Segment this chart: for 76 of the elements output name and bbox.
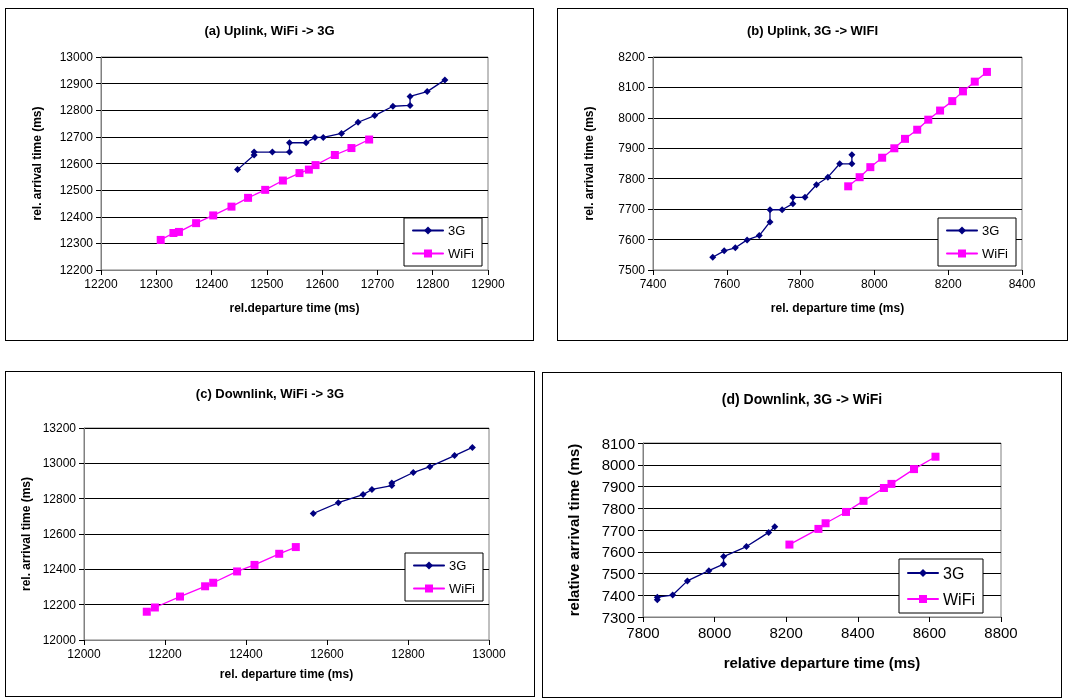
y-tick-label: 8100 — [618, 80, 646, 95]
legend-label: WiFi — [448, 246, 475, 261]
y-tick-label: 7800 — [618, 171, 646, 186]
y-tick-label: 7800 — [601, 499, 635, 517]
x-tick-label: 12300 — [139, 277, 174, 291]
x-tick-label: 8800 — [984, 624, 1018, 641]
x-tick-label: 8000 — [861, 277, 889, 291]
y-tick-label: 7300 — [601, 608, 635, 626]
x-tick-label: 12800 — [416, 277, 450, 291]
y-tick-label: 7500 — [601, 565, 635, 582]
y-tick-label: 7500 — [618, 263, 646, 277]
x-tick-label: 12200 — [148, 647, 183, 661]
legend-label: 3G — [448, 223, 466, 238]
x-tick-label: 12700 — [360, 277, 395, 291]
y-tick-label: 7700 — [618, 202, 646, 217]
y-tick-label: 13000 — [59, 50, 94, 64]
y-axis-title: rel. arrival time (ms) — [18, 476, 33, 592]
y-tick-label: 12200 — [42, 597, 77, 612]
y-tick-label: 12800 — [59, 103, 94, 118]
chart-title: (b) Uplink, 3G -> WIFI — [746, 23, 879, 38]
legend-label: 3G — [982, 223, 1000, 238]
y-tick-label: 12200 — [59, 263, 94, 277]
x-tick-label: 12800 — [391, 647, 426, 661]
x-tick-label: 8200 — [934, 277, 962, 291]
y-tick-label: 12400 — [42, 562, 77, 577]
x-tick-label: 8600 — [912, 624, 947, 641]
y-tick-label: 7400 — [601, 586, 635, 604]
legend-label: WiFi — [449, 581, 476, 596]
x-axis-title: rel.departure time (ms) — [229, 301, 360, 315]
y-tick-label: 7600 — [618, 232, 646, 247]
y-tick-label: 7600 — [601, 543, 635, 561]
x-axis-title: rel. departure time (ms) — [219, 667, 354, 681]
y-tick-label: 7900 — [601, 478, 635, 495]
chart-title: (a) Uplink, WiFi -> 3G — [204, 23, 335, 38]
y-tick-label: 8200 — [618, 50, 646, 64]
y-tick-label: 12600 — [59, 156, 94, 171]
chart-title: (d) Downlink, 3G -> WiFi — [721, 391, 883, 407]
y-tick-label: 12800 — [42, 491, 77, 506]
y-tick-label: 13000 — [42, 456, 77, 471]
legend-label: WiFi — [943, 590, 975, 608]
chart-title: (c) Downlink, WiFi -> 3G — [195, 386, 345, 401]
y-tick-label: 12900 — [59, 76, 94, 91]
y-tick-label: 13200 — [42, 421, 77, 435]
y-tick-label: 8000 — [618, 110, 646, 125]
y-tick-label: 8100 — [601, 434, 635, 452]
y-axis-title: rel. arrival time (ms) — [582, 106, 596, 221]
y-axis-title: relative arrival time (ms) — [565, 443, 582, 617]
y-axis-title: rel. arrival time (ms) — [30, 106, 44, 221]
y-tick-label: 12500 — [59, 183, 94, 198]
x-tick-label: 12600 — [305, 277, 340, 291]
x-tick-label: 8400 — [1008, 277, 1036, 291]
x-tick-label: 12400 — [194, 277, 229, 291]
legend-label: 3G — [449, 558, 467, 573]
y-tick-label: 8000 — [601, 456, 635, 474]
x-tick-label: 12600 — [310, 647, 345, 661]
x-tick-label: 7800 — [787, 277, 815, 291]
y-tick-label: 12600 — [42, 527, 77, 541]
y-tick-label: 12400 — [59, 209, 94, 224]
x-tick-label: 12500 — [250, 277, 284, 291]
x-tick-label: 7400 — [639, 277, 667, 291]
legend-label: WiFi — [982, 246, 1009, 261]
y-tick-label: 7700 — [601, 521, 635, 539]
x-tick-label: 12900 — [471, 277, 506, 291]
x-axis-title: rel. departure time (ms) — [770, 301, 905, 315]
x-tick-label: 8400 — [841, 624, 875, 641]
x-tick-label: 12200 — [84, 277, 119, 291]
x-tick-label: 8000 — [697, 624, 732, 641]
y-tick-label: 7900 — [618, 141, 646, 156]
x-tick-label: 13000 — [472, 647, 507, 661]
y-tick-label: 12300 — [59, 236, 94, 251]
x-tick-label: 8200 — [769, 624, 803, 641]
x-tick-label: 12400 — [229, 647, 264, 661]
y-tick-label: 12700 — [59, 129, 94, 144]
legend-label: 3G — [943, 564, 965, 582]
x-axis-title: relative departure time (ms) — [723, 654, 921, 671]
x-tick-label: 7600 — [713, 277, 741, 291]
